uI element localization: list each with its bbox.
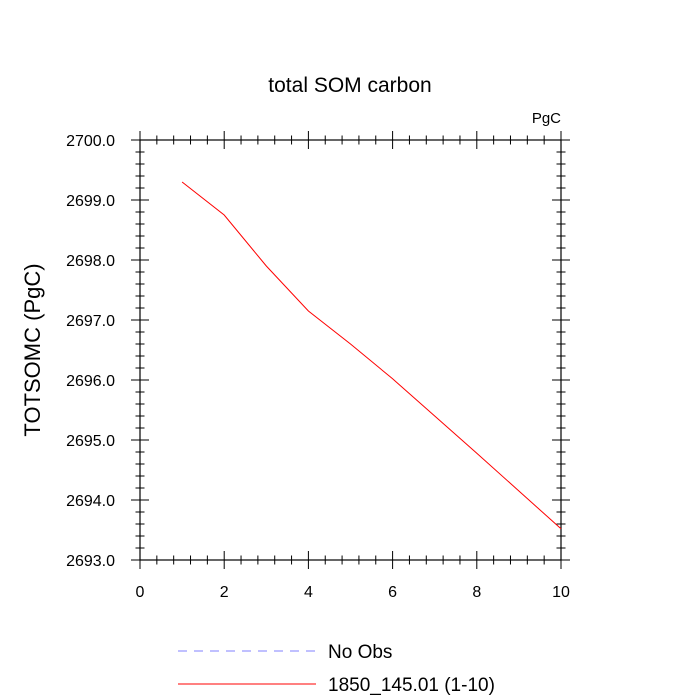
y-tick-label: 2696.0: [66, 373, 115, 390]
x-tick-label: 2: [220, 584, 229, 601]
y-tick-label: 2699.0: [66, 193, 115, 210]
x-tick-label: 6: [388, 584, 397, 601]
x-tick-label: 8: [472, 584, 481, 601]
x-tick-label: 0: [136, 584, 145, 601]
y-tick-label: 2697.0: [66, 313, 115, 330]
chart-title: total SOM carbon: [268, 74, 431, 97]
y-axis-label: TOTSOMC (PgC): [20, 263, 45, 436]
y-tick-label: 2694.0: [66, 493, 115, 510]
y-axis-tick-labels: 2693.0 2694.0 2695.0 2696.0 2697.0 2698.0 2699…: [66, 133, 115, 570]
legend-label: 1850_145.01 (1-10): [328, 675, 495, 696]
axis-ticks: [131, 131, 570, 569]
x-tick-label: 10: [552, 584, 570, 601]
y-tick-label: 2695.0: [66, 433, 115, 450]
series-layer: [181, 181, 562, 530]
plot-frame: [139, 139, 562, 561]
series-line: [181, 181, 562, 530]
y-tick-label: 2700.0: [66, 133, 115, 150]
y-tick-label: 2693.0: [66, 553, 115, 570]
y-tick-label: 2698.0: [66, 253, 115, 270]
legend: No Obs 1850_145.01 (1-10): [178, 642, 495, 696]
legend-label: No Obs: [328, 642, 392, 663]
x-axis-tick-labels: 0 2 4 6 8 10: [136, 584, 570, 601]
units-label: PgC: [532, 110, 561, 127]
x-tick-label: 4: [304, 584, 313, 601]
